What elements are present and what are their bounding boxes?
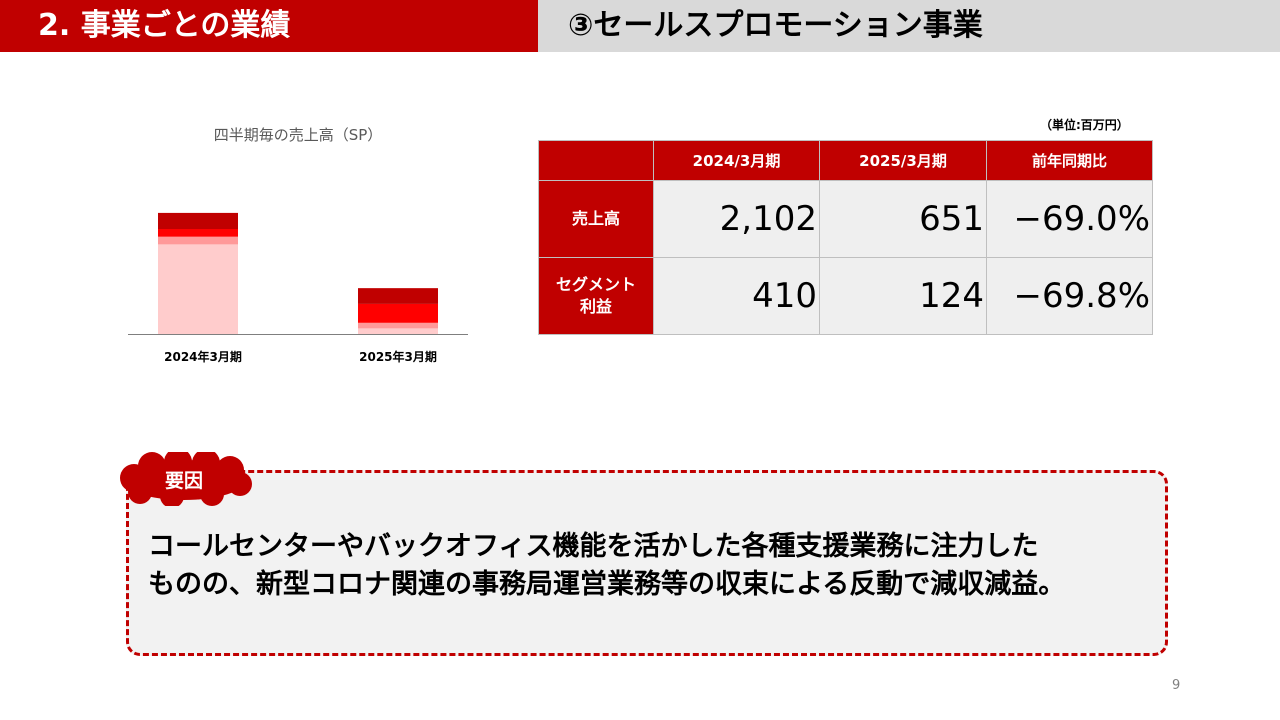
table-header-cell: 2025/3月期 bbox=[819, 140, 987, 181]
bar-segment bbox=[158, 244, 238, 334]
factor-text: コールセンターやバックオフィス機能を活かした各種支援業務に注力した ものの、新型… bbox=[148, 528, 1158, 604]
results-table: 2024/3月期 2025/3月期 前年同期比 売上高 2,102 651 −6… bbox=[538, 140, 1153, 335]
table-header-cell: 2024/3月期 bbox=[653, 140, 820, 181]
table-cell: 651 bbox=[819, 180, 987, 258]
bar-segment bbox=[158, 236, 238, 245]
segment-title: ③セールスプロモーション事業 bbox=[538, 0, 1280, 52]
table-cell: −69.8% bbox=[986, 257, 1153, 335]
quarterly-sales-chart bbox=[128, 212, 468, 335]
cloud-icon bbox=[120, 426, 252, 508]
table-header-cell bbox=[538, 140, 654, 181]
table-header-cell: 前年同期比 bbox=[986, 140, 1153, 181]
factor-tag-label: 要因 bbox=[164, 470, 203, 492]
table-cell: 124 bbox=[819, 257, 987, 335]
factor-tag: 要因 bbox=[112, 426, 256, 508]
table-cell: −69.0% bbox=[986, 180, 1153, 258]
table-row: 売上高 2,102 651 −69.0% bbox=[538, 180, 1153, 258]
row-label-sales: 売上高 bbox=[538, 180, 654, 258]
chart-title: 四半期毎の売上高（SP） bbox=[213, 126, 383, 144]
row-label-segment-profit: セグメント 利益 bbox=[538, 257, 654, 335]
x-tick-label-fy2025: 2025年3月期 bbox=[359, 350, 437, 364]
section-title: 2. 事業ごとの業績 bbox=[0, 0, 538, 52]
table-cell: 410 bbox=[653, 257, 820, 335]
bar-segment bbox=[358, 328, 438, 334]
table-header-row: 2024/3月期 2025/3月期 前年同期比 bbox=[538, 140, 1153, 181]
bar-segment bbox=[358, 288, 438, 304]
x-tick-label-fy2024: 2024年3月期 bbox=[164, 350, 242, 364]
factor-box bbox=[126, 470, 1168, 656]
unit-label: （単位:百万円） bbox=[1040, 118, 1129, 132]
bar-segment bbox=[358, 322, 438, 329]
factor-line: コールセンターやバックオフィス機能を活かした各種支援業務に注力した bbox=[148, 531, 1039, 562]
bar-segment bbox=[358, 303, 438, 323]
bar-segment bbox=[158, 212, 238, 229]
factor-line: ものの、新型コロナ関連の事務局運営業務等の収束による反動で減収減益。 bbox=[148, 569, 1066, 600]
bar-segment bbox=[158, 229, 238, 237]
table-row: セグメント 利益 410 124 −69.8% bbox=[538, 257, 1153, 335]
page-number: 9 bbox=[1172, 678, 1181, 693]
table-cell: 2,102 bbox=[653, 180, 820, 258]
